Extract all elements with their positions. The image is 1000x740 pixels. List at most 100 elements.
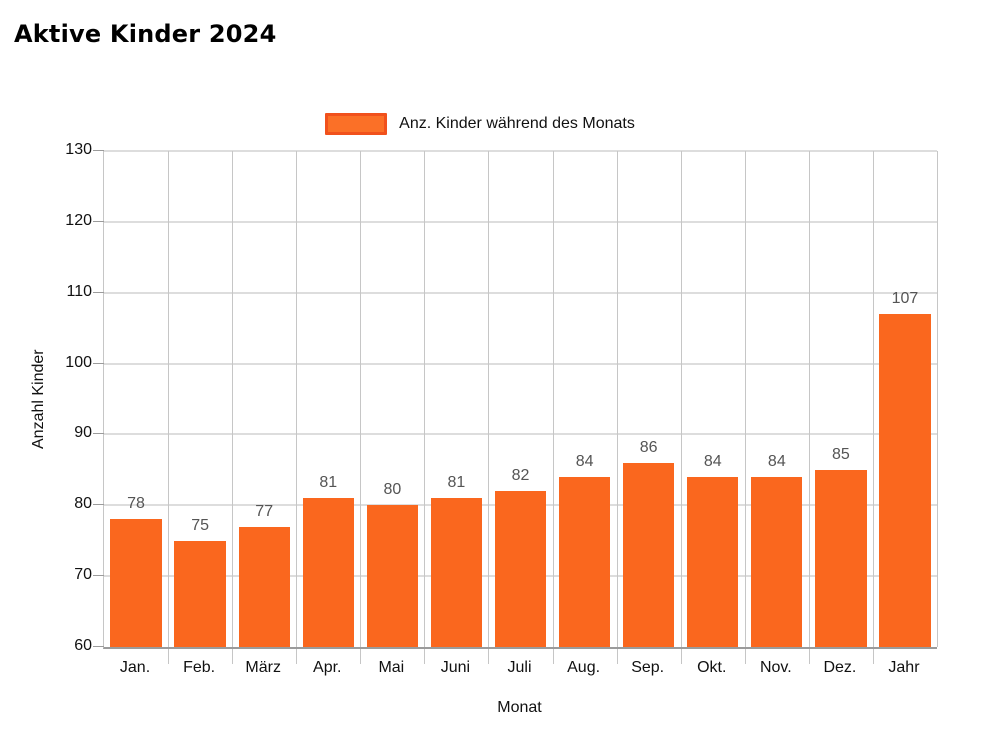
y-axis-tick bbox=[93, 646, 104, 647]
bar-mai[interactable] bbox=[366, 505, 418, 647]
bar-dez[interactable] bbox=[815, 469, 867, 647]
x-axis-tick bbox=[744, 649, 746, 664]
x-tick-label: Sep. bbox=[631, 659, 665, 676]
x-tick-label: Aug. bbox=[567, 659, 601, 676]
y-axis-tick bbox=[93, 575, 104, 577]
gridline-vertical bbox=[937, 151, 938, 647]
page-title: Aktive Kinder 2024 bbox=[14, 20, 277, 48]
bar-value-label: 75 bbox=[191, 516, 210, 534]
x-axis-tick bbox=[872, 649, 874, 664]
gridline-vertical bbox=[424, 151, 426, 647]
bar-category: 80 bbox=[360, 151, 424, 647]
bar-category: 107 bbox=[873, 151, 937, 647]
bar-jan[interactable] bbox=[110, 519, 162, 647]
x-axis-tick bbox=[552, 649, 554, 664]
x-tick-label: Nov. bbox=[759, 659, 792, 676]
bar-category: 75 bbox=[168, 151, 232, 647]
y-tick-label: 110 bbox=[66, 282, 92, 300]
x-tick-label: Juni bbox=[440, 659, 471, 676]
x-tick-label: Dez. bbox=[823, 659, 857, 676]
x-axis-title: Monat bbox=[497, 699, 542, 716]
bar-category: 78 bbox=[104, 151, 168, 647]
gridline-vertical bbox=[872, 151, 874, 647]
gridline-horizontal bbox=[104, 150, 937, 152]
y-tick-label: 130 bbox=[65, 141, 92, 158]
x-tick-label: Juli bbox=[507, 659, 532, 676]
bar-sep[interactable] bbox=[623, 462, 675, 647]
y-tick-label: 60 bbox=[74, 637, 92, 654]
y-axis-tick bbox=[93, 220, 104, 222]
gridline-vertical bbox=[232, 151, 234, 647]
bar-value-label: 85 bbox=[832, 445, 850, 463]
x-tick-label: Feb. bbox=[183, 659, 216, 676]
bar-category: 84 bbox=[553, 151, 617, 647]
y-axis-tick bbox=[93, 504, 104, 506]
gridline-vertical bbox=[168, 151, 170, 647]
x-axis-tick bbox=[168, 649, 170, 664]
x-axis-tick bbox=[232, 649, 234, 664]
bar-category: 81 bbox=[424, 151, 488, 647]
bar-märz[interactable] bbox=[238, 526, 290, 647]
bar-value-label: 84 bbox=[703, 452, 722, 470]
bar-juli[interactable] bbox=[494, 491, 547, 647]
x-axis-tick bbox=[488, 649, 490, 664]
x-axis-tick bbox=[296, 649, 298, 664]
x-axis-tick bbox=[808, 649, 810, 664]
bar-okt[interactable] bbox=[687, 476, 739, 647]
y-tick-label: 90 bbox=[74, 424, 92, 442]
x-tick-label: Apr. bbox=[313, 659, 342, 676]
bar-category: 77 bbox=[232, 151, 296, 647]
bar-value-label: 78 bbox=[127, 495, 145, 513]
x-tick-label: Okt. bbox=[697, 659, 727, 676]
bar-value-label: 86 bbox=[639, 438, 658, 456]
x-tick-label: Mai bbox=[378, 659, 405, 676]
x-axis-tick bbox=[424, 649, 426, 664]
legend-item[interactable]: Anz. Kinder während des Monats bbox=[0, 110, 960, 138]
x-tick-label: März bbox=[245, 659, 281, 676]
y-tick-label: 100 bbox=[65, 353, 92, 371]
gridline-vertical bbox=[680, 151, 682, 647]
bar-category: 86 bbox=[617, 151, 681, 647]
x-axis-tick bbox=[616, 649, 618, 664]
gridline-vertical bbox=[488, 151, 490, 647]
bar-juni[interactable] bbox=[430, 498, 483, 647]
gridline-horizontal bbox=[104, 433, 937, 436]
bar-category: 81 bbox=[296, 151, 360, 647]
y-axis-tick bbox=[93, 433, 104, 435]
gridline-horizontal bbox=[104, 291, 937, 294]
bar-apr[interactable] bbox=[302, 498, 354, 647]
bars-layer: 78 75 77 81 80 81 82 84 86 84 84 85 107 bbox=[104, 151, 937, 647]
gridline-horizontal bbox=[104, 220, 937, 223]
y-tick-label: 120 bbox=[65, 211, 92, 229]
gridline-vertical bbox=[296, 151, 298, 647]
bar-category: 82 bbox=[488, 151, 552, 647]
plot-area: 60 70 80 90 100 110 120 130 78 75 77 81 80 81 82 84 86 8… bbox=[65, 141, 938, 664]
gridline-vertical bbox=[616, 151, 618, 647]
legend-swatch-icon bbox=[325, 113, 388, 135]
gridline-horizontal bbox=[104, 362, 937, 365]
x-axis-tick bbox=[680, 649, 682, 664]
bar-value-label: 81 bbox=[447, 474, 466, 492]
bar-category: 84 bbox=[745, 151, 809, 647]
legend-label: Anz. Kinder während des Monats bbox=[399, 115, 635, 132]
bar-value-label: 80 bbox=[383, 481, 402, 499]
y-axis-tick bbox=[93, 150, 104, 151]
y-axis-tick bbox=[93, 291, 104, 293]
x-axis-labels: Jan. Feb. März Apr. Mai Juni Juli Aug. Sep. Okt. N… bbox=[103, 659, 936, 677]
y-axis-tick bbox=[93, 362, 104, 364]
x-axis-tick bbox=[360, 649, 362, 664]
bar-jahr[interactable] bbox=[879, 313, 931, 647]
bar-value-label: 107 bbox=[891, 289, 919, 307]
bar-nov[interactable] bbox=[751, 476, 803, 647]
gridline-vertical bbox=[360, 151, 362, 647]
bar-aug[interactable] bbox=[558, 476, 611, 647]
bar-value-label: 84 bbox=[575, 452, 594, 470]
bar-feb[interactable] bbox=[174, 540, 226, 647]
y-tick-label: 70 bbox=[74, 566, 92, 584]
gridline-vertical bbox=[552, 151, 554, 647]
bar-category: 85 bbox=[809, 151, 873, 647]
bar-value-label: 84 bbox=[767, 452, 786, 470]
x-tick-label: Jahr bbox=[888, 659, 920, 676]
bar-category: 84 bbox=[681, 151, 745, 647]
